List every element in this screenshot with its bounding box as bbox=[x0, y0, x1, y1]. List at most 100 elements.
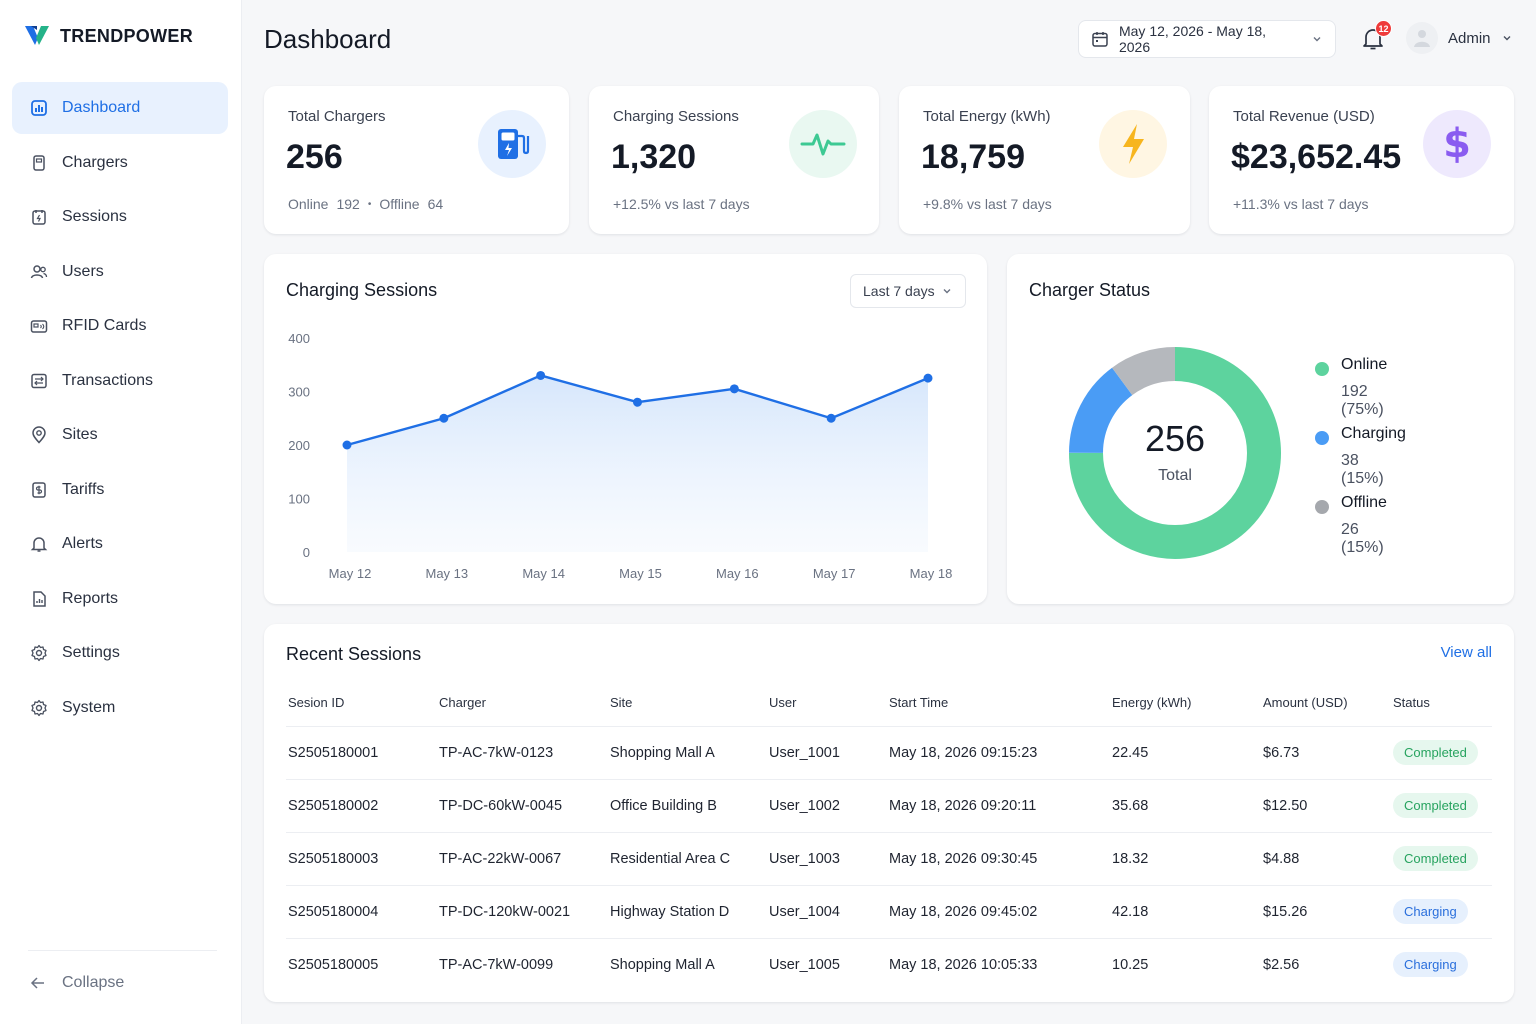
donut-center-value: 256 bbox=[1144, 418, 1206, 459]
table-cell: User_1001 bbox=[767, 726, 887, 780]
user-menu[interactable]: Admin bbox=[1406, 22, 1513, 54]
stat-card-charging-sessions[interactable]: Charging Sessions 1,320 +12.5% vs last 7… bbox=[589, 86, 879, 234]
table-row[interactable]: S2505180003 TP-AC-22kW-0067 Residential Ar… bbox=[286, 832, 1492, 886]
table-cell: 35.68 bbox=[1110, 779, 1261, 833]
separator-dot: • bbox=[367, 198, 372, 210]
stat-label: Total Energy (kWh) bbox=[923, 108, 1051, 125]
sidebar-item-reports[interactable]: Reports bbox=[12, 573, 228, 625]
sidebar-item-system[interactable]: System bbox=[12, 682, 228, 734]
users-icon bbox=[30, 263, 48, 281]
sidebar-item-sites[interactable]: Sites bbox=[12, 409, 228, 461]
x-tick-label: May 17 bbox=[813, 566, 856, 581]
sidebar-item-label: Sessions bbox=[62, 208, 127, 225]
sidebar-item-label: Chargers bbox=[62, 154, 128, 171]
sidebar-item-transactions[interactable]: Transactions bbox=[12, 355, 228, 407]
map-pin-icon bbox=[30, 426, 48, 444]
offline-value: 64 bbox=[427, 196, 444, 212]
gear-icon bbox=[30, 644, 48, 662]
column-header: Amount (USD) bbox=[1261, 680, 1391, 727]
sidebar-item-chargers[interactable]: Chargers bbox=[12, 137, 228, 189]
sidebar-item-users[interactable]: Users bbox=[12, 246, 228, 298]
table-cell: User_1004 bbox=[767, 885, 887, 939]
table-cell: TP-DC-120kW-0021 bbox=[437, 885, 608, 939]
stat-change: +9.8% vs last 7 days bbox=[923, 196, 1052, 212]
recent-sessions-table: Sesion ID Charger Site User Start Time Energy… bbox=[286, 680, 1492, 991]
table-row[interactable]: S2505180001 TP-AC-7kW-0123 Shopping Mall A… bbox=[286, 726, 1492, 780]
sidebar-item-label: System bbox=[62, 699, 116, 716]
column-header: Sesion ID bbox=[286, 680, 437, 727]
chart-title: Charging Sessions bbox=[286, 280, 438, 300]
legend-dot bbox=[1315, 362, 1329, 376]
sidebar-item-label: RFID Cards bbox=[62, 317, 147, 334]
sidebar-item-alerts[interactable]: Alerts bbox=[12, 518, 228, 570]
data-point bbox=[633, 397, 642, 407]
status-cell: Charging bbox=[1391, 885, 1492, 939]
page-title: Dashboard bbox=[264, 24, 392, 54]
sidebar-item-tariffs[interactable]: Tariffs bbox=[12, 464, 228, 516]
table-cell: User_1005 bbox=[769, 956, 840, 973]
sidebar-item-label: Tariffs bbox=[62, 481, 105, 498]
sidebar-item-rfid-cards[interactable]: RFID Cards bbox=[12, 300, 228, 352]
legend-name: Offline bbox=[1341, 494, 1387, 511]
stat-value: $23,652.45 bbox=[1231, 138, 1402, 176]
table-cell: Office Building B bbox=[608, 779, 767, 833]
sidebar-item-dashboard[interactable]: Dashboard bbox=[12, 82, 228, 134]
legend-name: Online bbox=[1341, 356, 1388, 373]
table-cell: S2505180004 bbox=[286, 885, 437, 939]
sidebar-item-label: Dashboard bbox=[62, 99, 141, 116]
range-select-dropdown[interactable]: Last 7 days bbox=[850, 274, 966, 308]
collapse-button[interactable]: Collapse bbox=[30, 974, 124, 992]
charger-status-card: Charger Status 256 Total Online 192 (75%… bbox=[1007, 254, 1514, 604]
table-cell: User_1002 bbox=[767, 779, 887, 833]
column-header: User bbox=[767, 680, 887, 727]
y-tick-label: 400 bbox=[288, 331, 310, 346]
table-header-row: Sesion ID Charger Site User Start Time Energy… bbox=[286, 680, 1492, 727]
sidebar: TRENDPOWER Dashboard Chargers Sessions U… bbox=[0, 0, 242, 1024]
stat-card-total-chargers[interactable]: Total Chargers 256 Online 192 • Offline … bbox=[264, 86, 569, 234]
online-label: Online bbox=[288, 196, 329, 212]
x-tick-label: May 18 bbox=[910, 566, 953, 581]
view-all-link[interactable]: View all bbox=[1440, 644, 1492, 661]
table-cell: Shopping Mall A bbox=[610, 956, 715, 973]
dashboard-icon bbox=[30, 99, 48, 117]
trendpower-logo bbox=[25, 26, 49, 45]
sidebar-item-sessions[interactable]: Sessions bbox=[12, 191, 228, 243]
table-cell: $4.88 bbox=[1261, 832, 1391, 886]
table-cell: May 18, 2026 09:20:11 bbox=[887, 779, 1110, 833]
area-fill bbox=[347, 375, 928, 552]
sidebar-item-label: Users bbox=[62, 263, 104, 280]
brand-name: TRENDPOWER bbox=[60, 25, 193, 46]
data-point bbox=[826, 413, 836, 423]
donut-center-label: Total bbox=[1158, 467, 1192, 484]
table-row[interactable]: S2505180005 TP-AC-7kW-0099 Shopping Mall A… bbox=[286, 938, 1492, 991]
stat-card-total-revenue[interactable]: Total Revenue (USD) $23,652.45 +11.3% vs… bbox=[1209, 86, 1514, 234]
column-header: Status bbox=[1391, 680, 1492, 727]
table-row[interactable]: S2505180004 TP-DC-120kW-0021 Highway Stati… bbox=[286, 885, 1492, 939]
stat-change: +12.5% vs last 7 days bbox=[613, 196, 750, 212]
status-badge: Charging bbox=[1393, 952, 1468, 978]
offline-label: Offline bbox=[379, 196, 420, 212]
date-range-picker[interactable]: May 12, 2026 - May 18, 2026 bbox=[1078, 20, 1336, 58]
legend-value: 26 (15%) bbox=[1341, 521, 1384, 556]
table-title: Recent Sessions bbox=[286, 644, 422, 664]
stat-value: 256 bbox=[286, 138, 343, 176]
table-cell: 22.45 bbox=[1110, 726, 1261, 780]
pulse-icon bbox=[789, 110, 857, 178]
notification-count-badge: 12 bbox=[1375, 20, 1392, 37]
legend-value: 38 (15%) bbox=[1341, 452, 1384, 487]
legend-dot bbox=[1315, 431, 1329, 445]
donut-slice-offline bbox=[1069, 347, 1281, 559]
y-tick-label: 200 bbox=[288, 438, 310, 453]
brand[interactable]: TRENDPOWER bbox=[24, 24, 193, 48]
stat-online-offline: Online 192 • Offline 64 bbox=[288, 196, 443, 212]
column-header: Charger bbox=[437, 680, 608, 727]
range-select-value: Last 7 days bbox=[863, 283, 935, 299]
sidebar-item-settings[interactable]: Settings bbox=[12, 627, 228, 679]
status-badge: Completed bbox=[1393, 740, 1478, 765]
arrow-left-icon bbox=[30, 977, 44, 989]
transactions-icon bbox=[30, 372, 48, 390]
y-tick-label: 0 bbox=[303, 545, 310, 560]
column-header: Site bbox=[608, 680, 767, 727]
stat-card-total-energy[interactable]: Total Energy (kWh) 18,759 +9.8% vs last … bbox=[899, 86, 1190, 234]
table-row[interactable]: S2505180002 TP-DC-60kW-0045 Office Buildin… bbox=[286, 779, 1492, 833]
